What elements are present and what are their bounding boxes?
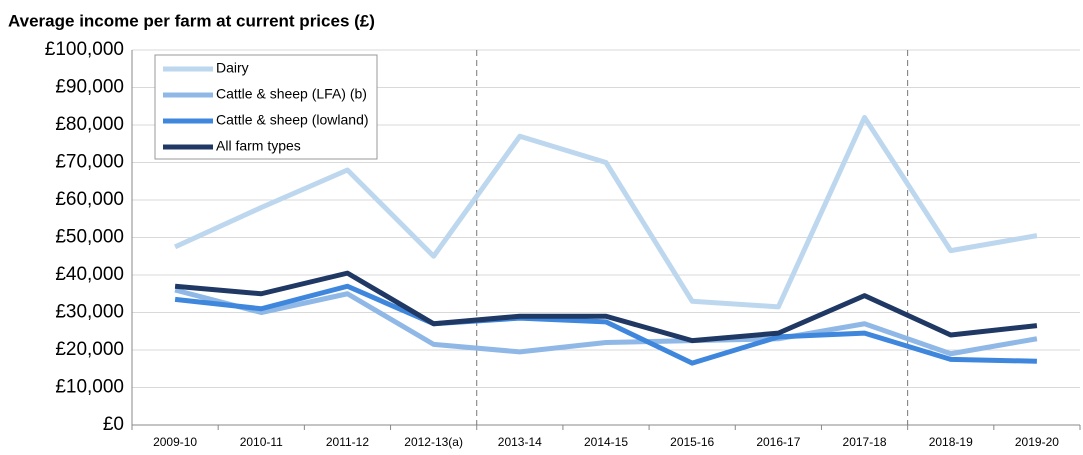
x-tick-label: 2013-14 [498,435,542,449]
y-tick-label: £50,000 [55,227,124,248]
y-tick-label: £30,000 [55,302,124,323]
x-tick-label: 2018-19 [929,435,973,449]
series-line [174,270,1038,344]
x-tick-label: 2011-12 [326,435,369,449]
legend-label: Cattle & sheep (LFA) (b) [216,86,367,102]
x-tick-label: 2016-17 [756,435,800,449]
series-line [174,287,1038,357]
x-tick-label: 2009-10 [153,435,197,449]
x-tick-label: 2010-11 [240,435,283,449]
y-tick-label: £10,000 [55,377,124,398]
x-tick-label: 2017-18 [843,435,887,449]
y-tick-label: £0 [103,414,124,435]
y-tick-label: £20,000 [55,339,124,360]
x-tick-label: 2019-20 [1015,435,1059,449]
y-tick-label: £60,000 [55,189,124,210]
y-tick-label: £70,000 [55,152,124,173]
series-line [174,283,1037,366]
y-tick-label: £100,000 [45,39,124,60]
x-tick-label: 2014-15 [584,435,628,449]
y-tick-label: £90,000 [55,77,124,98]
y-tick-label: £40,000 [55,264,124,285]
legend-box [154,54,378,160]
x-tick-label: 2015-16 [670,435,714,449]
legend-label: Dairy [216,60,249,76]
legend-label: All farm types [216,138,301,154]
series-line [174,115,1038,310]
y-tick-label: £80,000 [55,114,124,135]
legend-label: Cattle & sheep (lowland) [216,112,369,128]
legend: Dairy Cattle & sheep (LFA) (b) Cattle & sh… [154,54,378,160]
x-tick-label: 2012-13(a) [404,435,463,449]
chart-title: Average income per farm at current price… [8,11,375,30]
